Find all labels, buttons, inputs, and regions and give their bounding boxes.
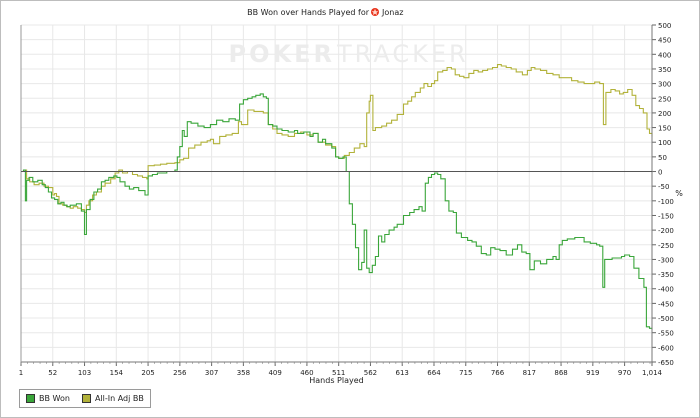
y-tick-label: 400 [658, 51, 671, 59]
axes: 500450400350300250200150100500-50-100-15… [19, 22, 674, 377]
x-tick-label: 970 [618, 369, 631, 377]
player-name: Jonaz [381, 8, 403, 17]
x-tick-label: 664 [427, 369, 441, 377]
x-tick-label: 307 [205, 369, 218, 377]
x-tick-label: 358 [237, 369, 250, 377]
pokerstars-icon [371, 8, 379, 16]
x-tick-label: 1,014 [642, 369, 663, 377]
x-tick-label: 103 [78, 369, 91, 377]
series-line-all-in-adj [21, 64, 653, 214]
legend-item-all-in-adj[interactable]: All-In Adj BB [81, 394, 144, 403]
x-tick-label: 562 [364, 369, 377, 377]
x-tick-label: 817 [523, 369, 536, 377]
legend-label-all-in-adj: All-In Adj BB [94, 394, 144, 403]
y-tick-label: 0 [658, 169, 662, 177]
chart-title-group: BB Won over Hands Played for Jonaz [247, 8, 403, 17]
watermark-poker: POKER [229, 40, 335, 68]
y-tick-label: 250 [658, 95, 671, 103]
y-tick-label: -50 [658, 183, 669, 191]
legend: BB Won All-In Adj BB [19, 389, 151, 408]
y-tick-label: -350 [658, 271, 674, 279]
x-tick-label: 154 [110, 369, 124, 377]
x-tick-label: 1 [19, 369, 23, 377]
y-tick-label: 500 [658, 22, 671, 30]
y-tick-label: 150 [658, 125, 671, 133]
y-tick-label: 50 [658, 154, 667, 162]
y-tick-label: -600 [658, 344, 674, 352]
x-axis-label: Hands Played [309, 376, 363, 385]
y-tick-label: -650 [658, 359, 674, 367]
y-tick-label: -500 [658, 315, 674, 323]
y-tick-label: -300 [658, 256, 674, 264]
grid [20, 24, 653, 363]
series-group [21, 64, 653, 330]
legend-item-bb-won[interactable]: BB Won [26, 394, 70, 403]
x-tick-label: 766 [491, 369, 505, 377]
y-tick-label: 450 [658, 37, 671, 45]
y-tick-label: 100 [658, 139, 671, 147]
y-tick-label: 350 [658, 66, 671, 74]
y-tick-label: -150 [658, 212, 674, 220]
x-tick-label: 868 [554, 369, 567, 377]
x-tick-label: 205 [141, 369, 154, 377]
x-tick-label: 919 [586, 369, 599, 377]
y-tick-label: 300 [658, 81, 671, 89]
y-tick-label: -200 [658, 227, 674, 235]
legend-swatch-all-in-adj [81, 394, 91, 403]
y-tick-label: 200 [658, 110, 671, 118]
x-tick-label: 256 [173, 369, 187, 377]
watermark-tracker: TRACKER [336, 40, 469, 68]
y-tick-label: -250 [658, 242, 674, 250]
y-tick-label: -100 [658, 198, 674, 206]
y-axis-label: % [675, 189, 683, 198]
legend-label-bb-won: BB Won [39, 394, 70, 403]
x-tick-label: 460 [300, 369, 313, 377]
x-tick-label: 715 [459, 369, 472, 377]
x-tick-label: 511 [332, 369, 345, 377]
y-tick-label: -400 [658, 286, 674, 294]
x-tick-label: 52 [48, 369, 57, 377]
chart-title: BB Won over Hands Played for [247, 8, 370, 17]
pokerstars-icon-star [371, 8, 379, 15]
x-tick-label: 613 [396, 369, 409, 377]
y-tick-label: -450 [658, 300, 674, 308]
y-tick-label: -550 [658, 330, 674, 338]
legend-swatch-bb-won [26, 394, 35, 403]
watermark: POKER TRACKER [229, 40, 469, 68]
series-line-bb-won [21, 93, 653, 330]
x-tick-label: 409 [268, 369, 281, 377]
